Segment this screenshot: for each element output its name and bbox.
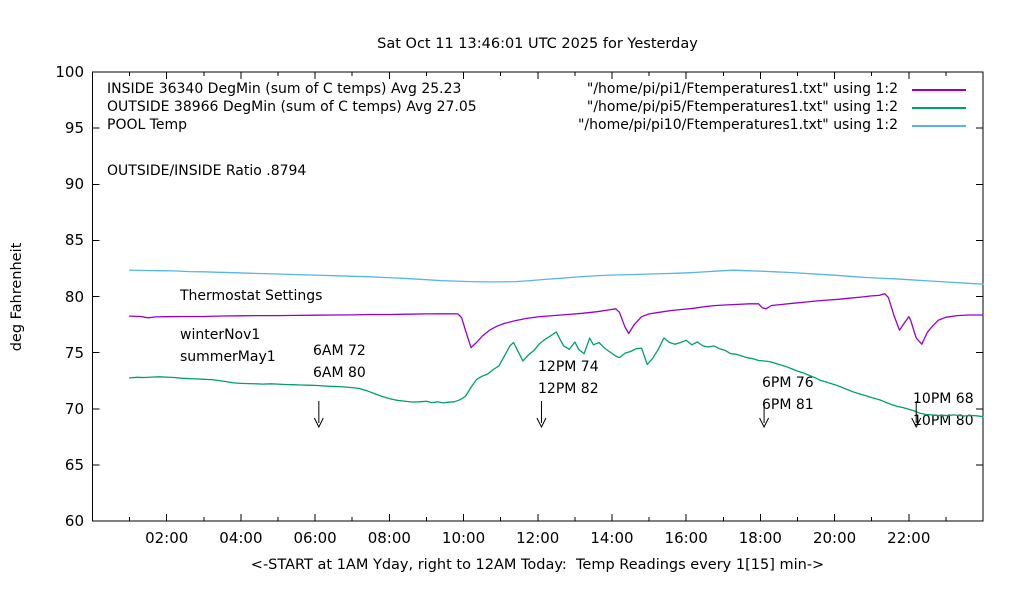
thermostat-summer-12pm: 12PM 82 <box>538 381 599 397</box>
x-tick-label: 02:00 <box>145 529 189 547</box>
legend-line-sample-inside <box>912 89 966 91</box>
x-tick-label: 14:00 <box>590 529 634 547</box>
setpoint-arrow-head <box>911 417 922 429</box>
x-tick-label: 12:00 <box>516 529 560 547</box>
legend-row-inside: INSIDE 36340 DegMin (sum of C temps) Avg… <box>0 81 1020 99</box>
legend-label-inside: INSIDE 36340 DegMin (sum of C temps) Avg… <box>107 81 462 97</box>
x-tick-label: 22:00 <box>887 529 931 547</box>
legend-file-outside: "/home/pi/pi5/Ftemperatures1.txt" using … <box>586 99 898 115</box>
chart-title: Sat Oct 11 13:46:01 UTC 2025 for Yesterd… <box>377 36 698 52</box>
x-tick-label: 04:00 <box>219 529 263 547</box>
x-tick-label: 18:00 <box>738 529 782 547</box>
legend-line-sample-pool <box>912 125 966 127</box>
legend-row-pool: POOL Temp "/home/pi/pi10/Ftemperatures1.… <box>0 117 1020 135</box>
thermostat-winter-label: winterNov1 <box>180 327 261 343</box>
plot-border <box>92 71 984 522</box>
legend-label-pool: POOL Temp <box>107 117 188 133</box>
thermostat-settings-heading: Thermostat Settings <box>180 288 323 304</box>
series-inside-line <box>128 293 984 349</box>
thermostat-row-summer: summerMay1 6AM 80 12PM 82 6PM 81 10PM 80 <box>0 333 1020 445</box>
thermostat-row-winter: winterNov1 6AM 72 12PM 74 6PM 76 10PM 68 <box>0 311 1020 423</box>
y-tick-label: 65 <box>64 455 84 474</box>
thermostat-winter-6am: 6AM 72 <box>313 343 366 359</box>
y-tick-label: 60 <box>64 512 84 530</box>
legend-label-outside: OUTSIDE 38966 DegMin (sum of C temps) Av… <box>107 99 477 115</box>
thermostat-summer-6am: 6AM 80 <box>313 365 366 381</box>
series-pool-line <box>128 269 984 285</box>
legend-row-outside: OUTSIDE 38966 DegMin (sum of C temps) Av… <box>0 99 1020 117</box>
thermostat-winter-12pm: 12PM 74 <box>538 359 599 375</box>
thermostat-summer-6pm: 6PM 81 <box>762 397 814 413</box>
thermostat-winter-10pm: 10PM 68 <box>913 391 974 407</box>
setpoint-arrow-head <box>759 417 770 429</box>
series-outside-line <box>128 331 984 418</box>
legend-file-pool: "/home/pi/pi10/Ftemperatures1.txt" using… <box>577 117 898 133</box>
thermostat-summer-label: summerMay1 <box>180 349 276 365</box>
y-tick-label: 75 <box>64 343 84 362</box>
x-tick-label: 10:00 <box>441 529 486 547</box>
y-tick-label: 100 <box>55 63 84 81</box>
x-tick-label: 06:00 <box>293 529 337 547</box>
thermostat-winter-6pm: 6PM 76 <box>762 375 814 391</box>
y-tick-label: 90 <box>64 175 84 194</box>
y-tick-label: 95 <box>64 119 84 138</box>
y-tick-label: 80 <box>64 287 84 306</box>
legend-line-sample-outside <box>912 107 966 109</box>
outside-inside-ratio-text: OUTSIDE/INSIDE Ratio .8794 <box>107 163 307 179</box>
setpoint-arrow-head <box>536 417 547 429</box>
setpoint-arrow-head <box>313 417 324 429</box>
y-tick-label: 85 <box>64 231 84 250</box>
x-tick-label: 20:00 <box>812 529 857 547</box>
x-axis-label: <-START at 1AM Yday, right to 12AM Today… <box>250 557 825 573</box>
thermostat-summer-10pm: 10PM 80 <box>913 413 974 429</box>
x-tick-label: 08:00 <box>367 529 411 547</box>
y-tick-label: 70 <box>64 399 84 418</box>
x-tick-label: 16:00 <box>664 529 708 547</box>
legend-file-inside: "/home/pi/pi1/Ftemperatures1.txt" using … <box>586 81 898 97</box>
